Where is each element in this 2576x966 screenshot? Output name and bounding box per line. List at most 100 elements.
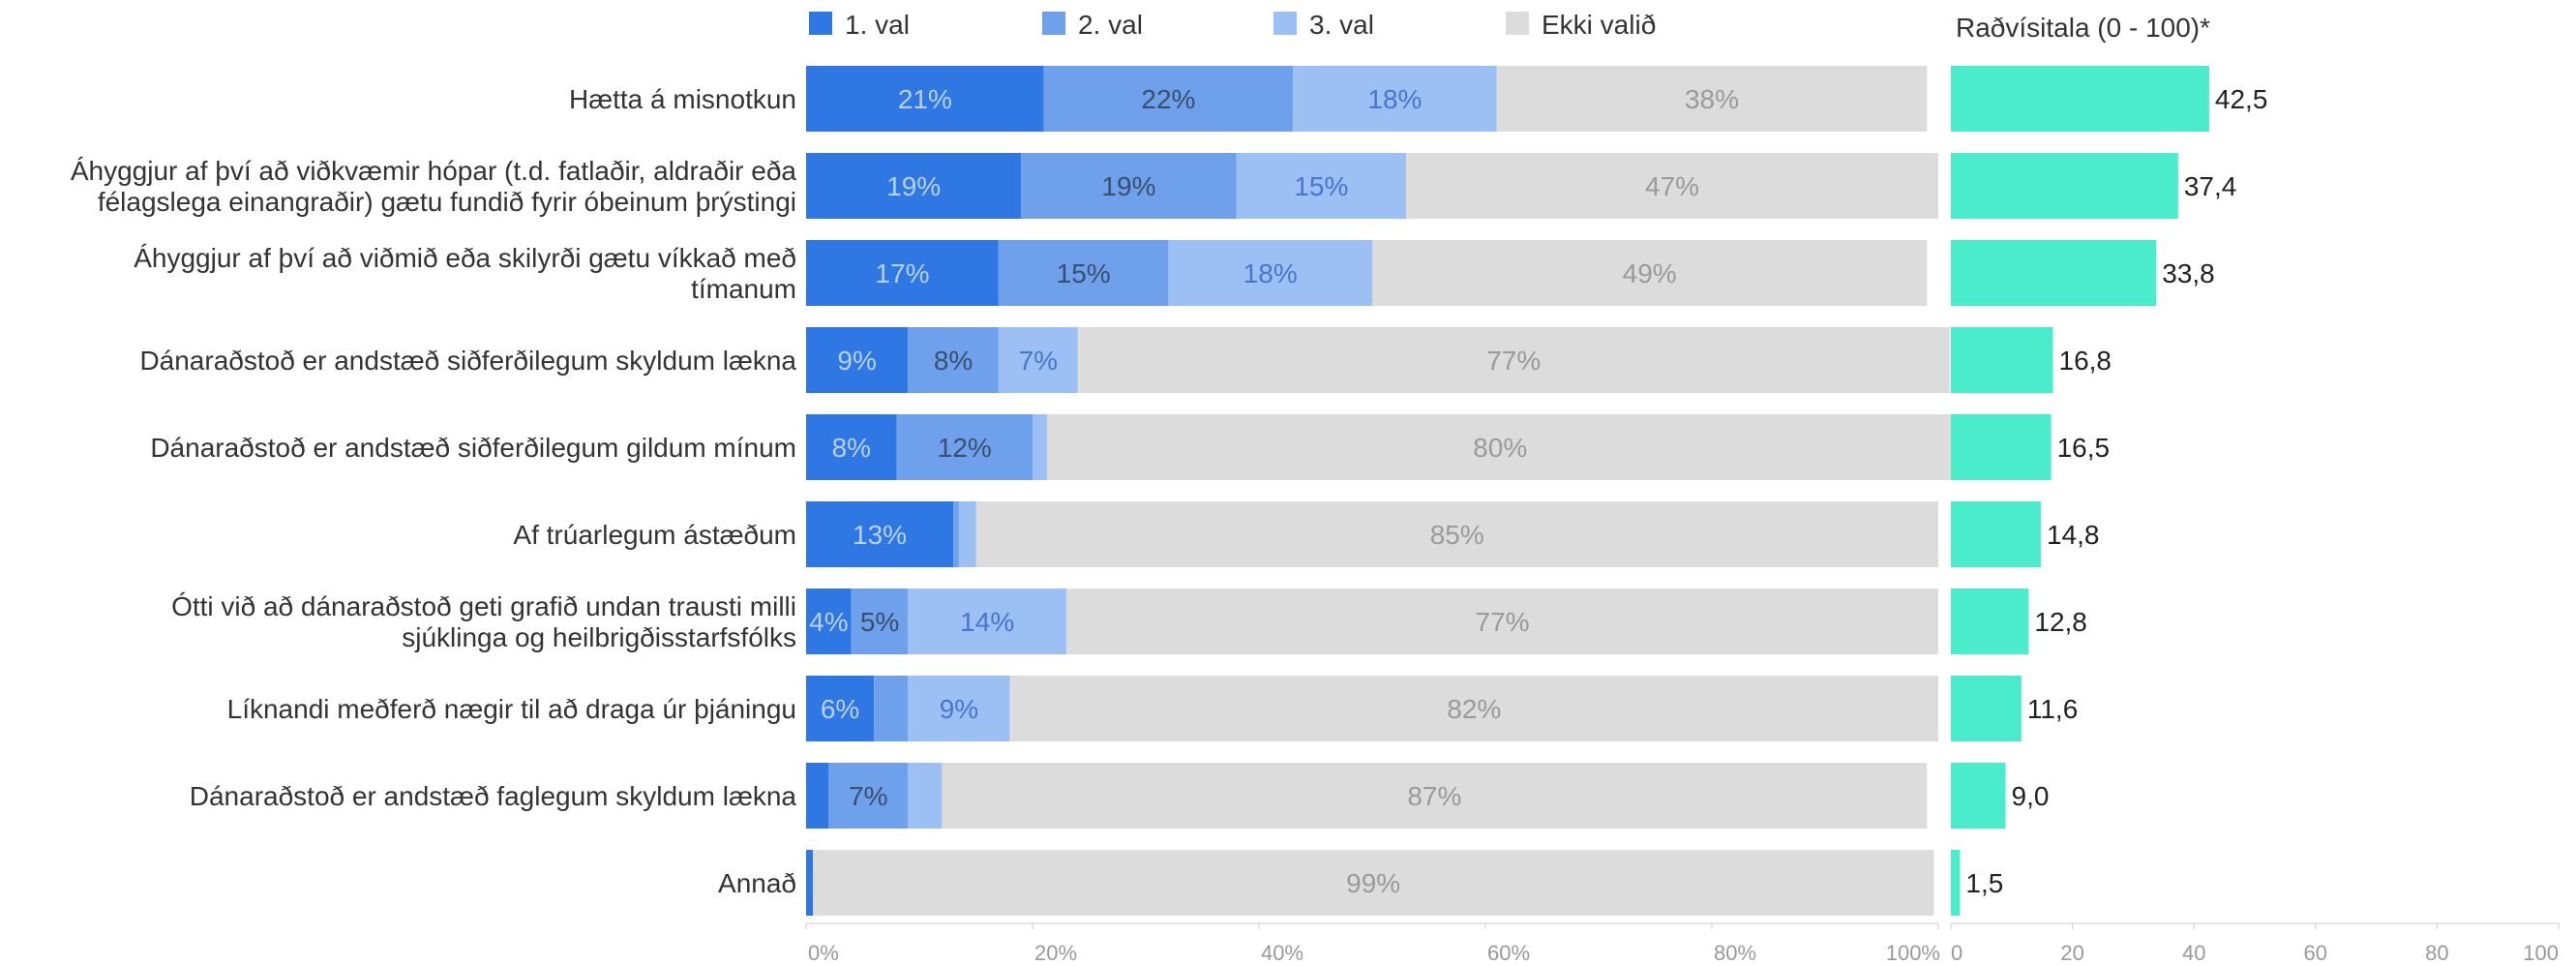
data-label: 99% bbox=[1346, 868, 1400, 898]
data-label: 77% bbox=[1486, 346, 1541, 376]
data-label: 87% bbox=[1407, 781, 1461, 811]
data-label: 13% bbox=[853, 520, 907, 550]
bar-segment bbox=[942, 763, 1928, 829]
index-bar bbox=[1951, 763, 2006, 829]
legend-label: 1. val bbox=[845, 10, 910, 40]
data-label: 6% bbox=[821, 694, 859, 724]
bar-segment bbox=[1043, 66, 1294, 132]
bar-segment bbox=[1077, 327, 1950, 393]
category-label: Dánaraðstoð er andstæð faglegum skyldum … bbox=[190, 781, 797, 811]
legend-label: 2. val bbox=[1078, 10, 1143, 40]
category-label: Áhyggjur af því að viðmið eða skilyrði g… bbox=[134, 243, 796, 304]
bar-segment bbox=[813, 850, 1934, 916]
bar-segment bbox=[806, 240, 999, 306]
bar-segment bbox=[806, 501, 954, 567]
tick-label: 80% bbox=[1714, 941, 1756, 965]
data-label: 82% bbox=[1447, 694, 1501, 724]
tick-label: 60% bbox=[1487, 941, 1530, 965]
bar-segment bbox=[953, 501, 959, 567]
legend-label: 3. val bbox=[1309, 10, 1374, 40]
data-label: 12% bbox=[938, 433, 992, 463]
category-label: Líknandi meðferð nægir til að draga úr þ… bbox=[227, 694, 796, 724]
bar-segment bbox=[1372, 240, 1928, 306]
bar-segment bbox=[851, 589, 909, 654]
bar-segment bbox=[1496, 66, 1928, 132]
tick-label: 60 bbox=[2304, 941, 2327, 965]
data-label: 8% bbox=[934, 346, 973, 376]
data-label: 22% bbox=[1141, 84, 1195, 114]
data-label: 18% bbox=[1243, 258, 1298, 288]
bar-segment bbox=[806, 66, 1044, 132]
bar-segment bbox=[806, 327, 909, 393]
tick-label: 20 bbox=[2060, 941, 2083, 965]
bar-segment bbox=[998, 240, 1169, 306]
index-bar bbox=[1951, 414, 2052, 480]
data-label: 47% bbox=[1645, 171, 1699, 201]
data-label: 38% bbox=[1685, 84, 1739, 114]
bar-segment bbox=[1033, 414, 1048, 480]
data-label: 4% bbox=[809, 607, 848, 637]
data-label: 7% bbox=[849, 781, 887, 811]
data-label: 21% bbox=[898, 84, 952, 114]
bar-segment bbox=[998, 327, 1078, 393]
index-bar bbox=[1951, 240, 2157, 306]
bar-segment bbox=[1047, 414, 1954, 480]
index-value-label: 16,5 bbox=[2057, 433, 2111, 463]
bar-segment bbox=[1168, 240, 1372, 306]
data-label: 8% bbox=[832, 433, 871, 463]
bar-segment bbox=[896, 414, 1033, 480]
data-label: 49% bbox=[1623, 258, 1677, 288]
bar-segment bbox=[806, 676, 875, 741]
data-label: 9% bbox=[837, 346, 876, 376]
tick-label: 40% bbox=[1261, 941, 1303, 965]
category-label: Dánaraðstoð er andstæð siðferðilegum sky… bbox=[139, 346, 796, 376]
bar-segment bbox=[806, 153, 1022, 219]
data-label: 5% bbox=[860, 607, 899, 637]
data-label: 77% bbox=[1476, 607, 1530, 637]
bar-segment bbox=[908, 676, 1010, 741]
percent-axis: 0% 20% 40% 60% 80% 100% bbox=[805, 922, 1940, 965]
tick-label: 40 bbox=[2182, 941, 2205, 965]
stacked-bars: 21% 22% 18% 38% 19% 19% 15% 47% 17% 15% 18% 49% 9% 8%… bbox=[806, 66, 1954, 916]
category-label: Annað bbox=[718, 868, 796, 898]
tick-label: 20% bbox=[1034, 941, 1077, 965]
tick-label: 100% bbox=[1886, 941, 1940, 965]
legend-swatch bbox=[1273, 12, 1297, 35]
data-label: 85% bbox=[1430, 520, 1484, 550]
index-bar bbox=[1951, 153, 2178, 219]
index-value-label: 1,5 bbox=[1965, 868, 2003, 898]
category-label: Af trúarlegum ástæðum bbox=[513, 520, 796, 550]
bar-segment bbox=[1009, 676, 1938, 741]
index-bars: 42,5 37,4 33,8 16,8 16,5 14,8 12,8 11,6 9,0 1,5 bbox=[1951, 66, 2267, 916]
legend-swatch bbox=[1506, 12, 1529, 35]
legend-swatch bbox=[809, 12, 832, 35]
bar-segment bbox=[806, 850, 814, 916]
data-label: 19% bbox=[886, 171, 941, 201]
index-value-label: 9,0 bbox=[2012, 781, 2050, 811]
bar-segment bbox=[1021, 153, 1237, 219]
index-chart-title: Raðvísitala (0 - 100)* bbox=[1956, 13, 2210, 43]
index-value-label: 16,8 bbox=[2059, 346, 2112, 376]
data-label: 7% bbox=[1019, 346, 1058, 376]
index-bar bbox=[1951, 66, 2209, 132]
data-label: 17% bbox=[875, 258, 929, 288]
index-value-label: 12,8 bbox=[2034, 607, 2087, 637]
bar-segment bbox=[828, 763, 909, 829]
index-bar bbox=[1951, 850, 1961, 916]
bar-segment bbox=[1236, 153, 1407, 219]
data-label: 80% bbox=[1473, 433, 1527, 463]
tick-label: 0 bbox=[1951, 941, 1962, 965]
bar-segment bbox=[908, 589, 1067, 654]
bar-segment bbox=[1066, 589, 1938, 654]
tick-label: 0% bbox=[808, 941, 839, 965]
bar-segment bbox=[958, 501, 976, 567]
legend-label: Ekki valið bbox=[1542, 10, 1656, 40]
bar-segment bbox=[1293, 66, 1497, 132]
tick-label: 100 bbox=[2523, 941, 2559, 965]
category-label: Hætta á misnotkun bbox=[569, 84, 796, 114]
bar-segment bbox=[806, 763, 829, 829]
bar-segment bbox=[874, 676, 909, 741]
index-bar bbox=[1951, 327, 2053, 393]
category-label: Ótti við að dánaraðstoð geti grafið unda… bbox=[171, 591, 796, 652]
